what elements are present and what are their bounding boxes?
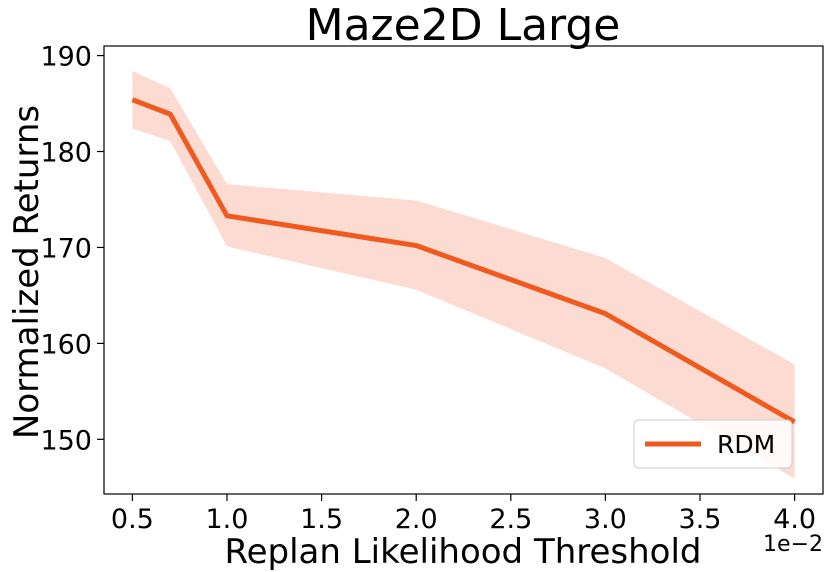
y-tick-label: 150: [40, 425, 92, 456]
legend-box: [633, 419, 793, 469]
x-axis-label: Replan Likelihood Threshold: [224, 532, 701, 572]
chart-title: Maze2D Large: [306, 0, 621, 51]
legend-label-rdm: RDM: [717, 430, 775, 459]
x-tick-label: 0.5: [111, 504, 154, 535]
y-tick-label: 170: [40, 233, 92, 264]
x-tick-label: 2.0: [395, 504, 438, 535]
y-axis-label: Normalized Returns: [7, 105, 47, 439]
series-line-rdm: [131, 97, 796, 425]
x-tick-label: 1.0: [206, 504, 249, 535]
y-axis-ticks: 150 160 170 180 190: [40, 42, 104, 456]
confidence-band-layer: [132, 70, 795, 479]
y-tick-label: 160: [40, 329, 92, 360]
legend: RDM: [633, 419, 793, 469]
x-axis-offset-label: 1e−2: [763, 532, 823, 557]
confidence-band-rdm: [132, 70, 795, 479]
x-tick-label: 3.5: [679, 504, 722, 535]
x-tick-label: 4.0: [773, 504, 816, 535]
x-tick-label: 1.5: [300, 504, 343, 535]
y-tick-label: 190: [40, 42, 92, 73]
series-line-layer: [131, 97, 796, 425]
x-tick-label: 3.0: [584, 504, 627, 535]
y-tick-label: 180: [40, 138, 92, 169]
plot-frame: [103, 45, 824, 495]
x-tick-label: 2.5: [489, 504, 532, 535]
x-axis-ticks: 0.5 1.0 1.5 2.0 2.5 3.0 3.5 4.0: [111, 494, 816, 535]
